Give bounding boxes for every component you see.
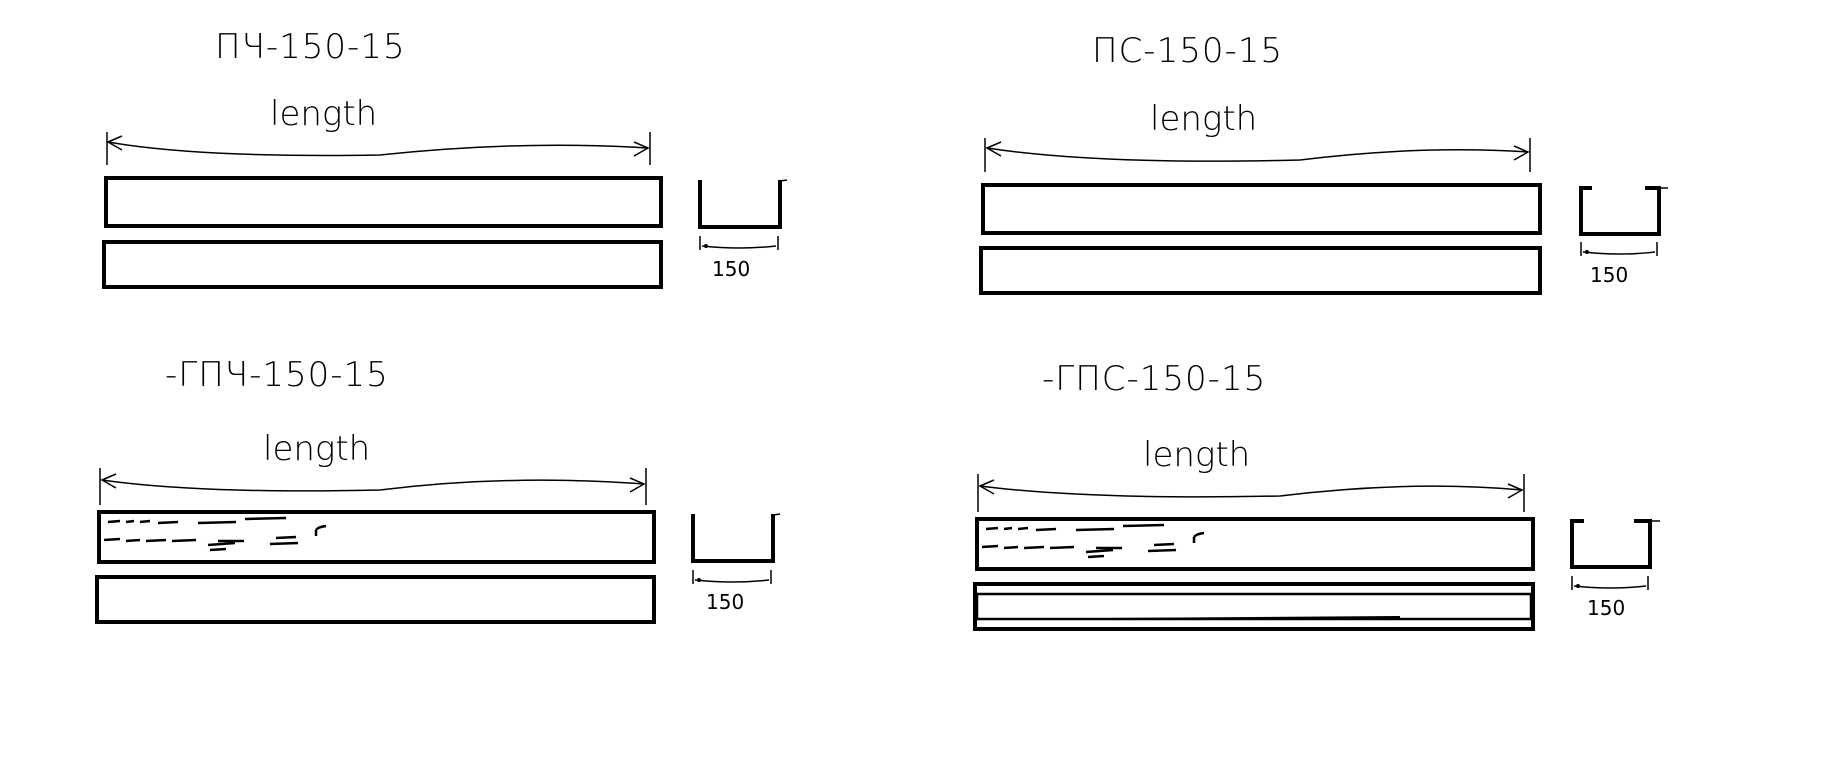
panel-1-upper-bar [104, 176, 663, 228]
panel-3-texture [103, 516, 327, 552]
panel-3-length-label: length [263, 429, 370, 469]
panel-4: -ГПС-150-15 length 150 [973, 359, 1660, 631]
panel-4-length-label: length [1143, 435, 1250, 475]
panel-1-length-label: length [270, 94, 377, 134]
panel-3-title: -ГПЧ-150-15 [165, 355, 389, 395]
panel-4-lower-bar [973, 582, 1535, 631]
panel-3-profile [691, 513, 781, 584]
panel-3-length-dimension [99, 468, 647, 505]
panel-2: ПС-150-15 length 150 [979, 31, 1668, 295]
panel-3: -ГПЧ-150-15 length 150 [95, 355, 781, 624]
panel-4-upper-bar [975, 517, 1535, 571]
panel-2-width-label: 150 [1590, 263, 1628, 287]
panel-4-length-dimension [977, 474, 1525, 512]
panel-2-lower-bar [979, 246, 1542, 295]
panel-4-title: -ГПС-150-15 [1042, 359, 1266, 399]
panel-2-length-dimension [984, 138, 1531, 172]
panel-4-texture [981, 523, 1205, 559]
panel-1-lower-bar [102, 240, 663, 289]
panel-1-length-dimension [106, 132, 651, 165]
panel-4-width-label: 150 [1587, 596, 1625, 620]
panel-3-lower-bar [95, 575, 656, 624]
panel-1: ПЧ-150-15 length 150 [102, 27, 788, 289]
panel-1-profile [698, 179, 788, 250]
panel-4-profile [1570, 519, 1660, 590]
panel-2-upper-bar [981, 183, 1542, 235]
panel-1-title: ПЧ-150-15 [215, 27, 406, 67]
panel-2-title: ПС-150-15 [1092, 31, 1283, 71]
panel-3-width-label: 150 [706, 590, 744, 614]
panel-2-length-label: length [1150, 99, 1257, 139]
panel-3-upper-bar [97, 510, 656, 564]
panel-1-width-label: 150 [712, 257, 750, 281]
panel-2-profile [1579, 186, 1668, 256]
